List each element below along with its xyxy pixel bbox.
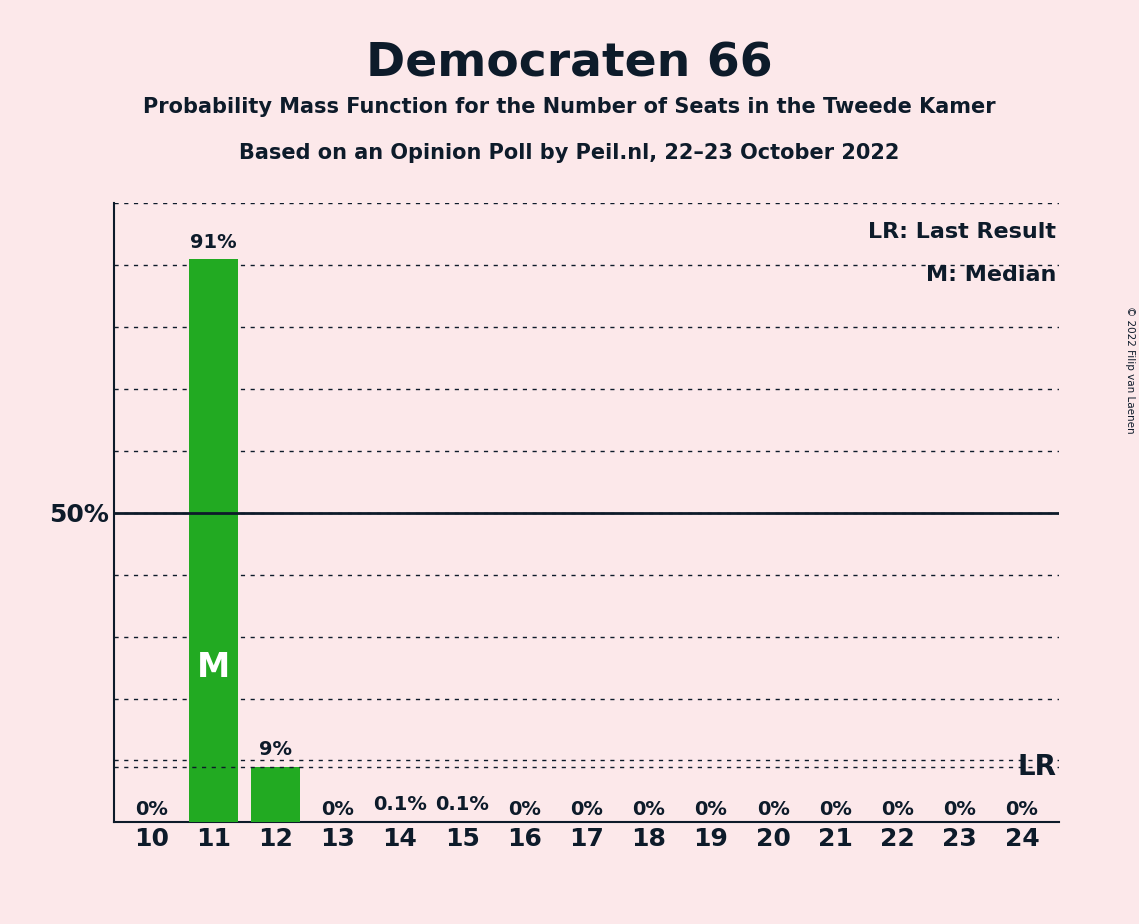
Text: 0%: 0% (756, 800, 789, 820)
Text: 0%: 0% (943, 800, 976, 820)
Text: 0%: 0% (508, 800, 541, 820)
Text: 91%: 91% (190, 233, 237, 251)
Text: 0%: 0% (819, 800, 852, 820)
Bar (251, 767, 301, 822)
Text: Probability Mass Function for the Number of Seats in the Tweede Kamer: Probability Mass Function for the Number… (144, 97, 995, 117)
Text: M: M (197, 651, 230, 684)
Text: 0%: 0% (882, 800, 913, 820)
Text: 0%: 0% (695, 800, 728, 820)
Text: Democraten 66: Democraten 66 (366, 42, 773, 87)
Text: 0%: 0% (1006, 800, 1039, 820)
Text: 0%: 0% (571, 800, 603, 820)
Text: LR: LR (1017, 753, 1056, 781)
Text: 0%: 0% (632, 800, 665, 820)
Text: 0%: 0% (321, 800, 354, 820)
Text: 0.1%: 0.1% (374, 796, 427, 814)
Text: 9%: 9% (259, 740, 292, 760)
Text: Based on an Opinion Poll by Peil.nl, 22–23 October 2022: Based on an Opinion Poll by Peil.nl, 22–… (239, 143, 900, 164)
Text: 0%: 0% (134, 800, 167, 820)
Text: © 2022 Filip van Laenen: © 2022 Filip van Laenen (1125, 306, 1134, 433)
Text: M: Median: M: Median (926, 265, 1056, 286)
Text: 0.1%: 0.1% (435, 796, 489, 814)
Text: LR: Last Result: LR: Last Result (868, 222, 1056, 242)
Bar (189, 259, 238, 822)
